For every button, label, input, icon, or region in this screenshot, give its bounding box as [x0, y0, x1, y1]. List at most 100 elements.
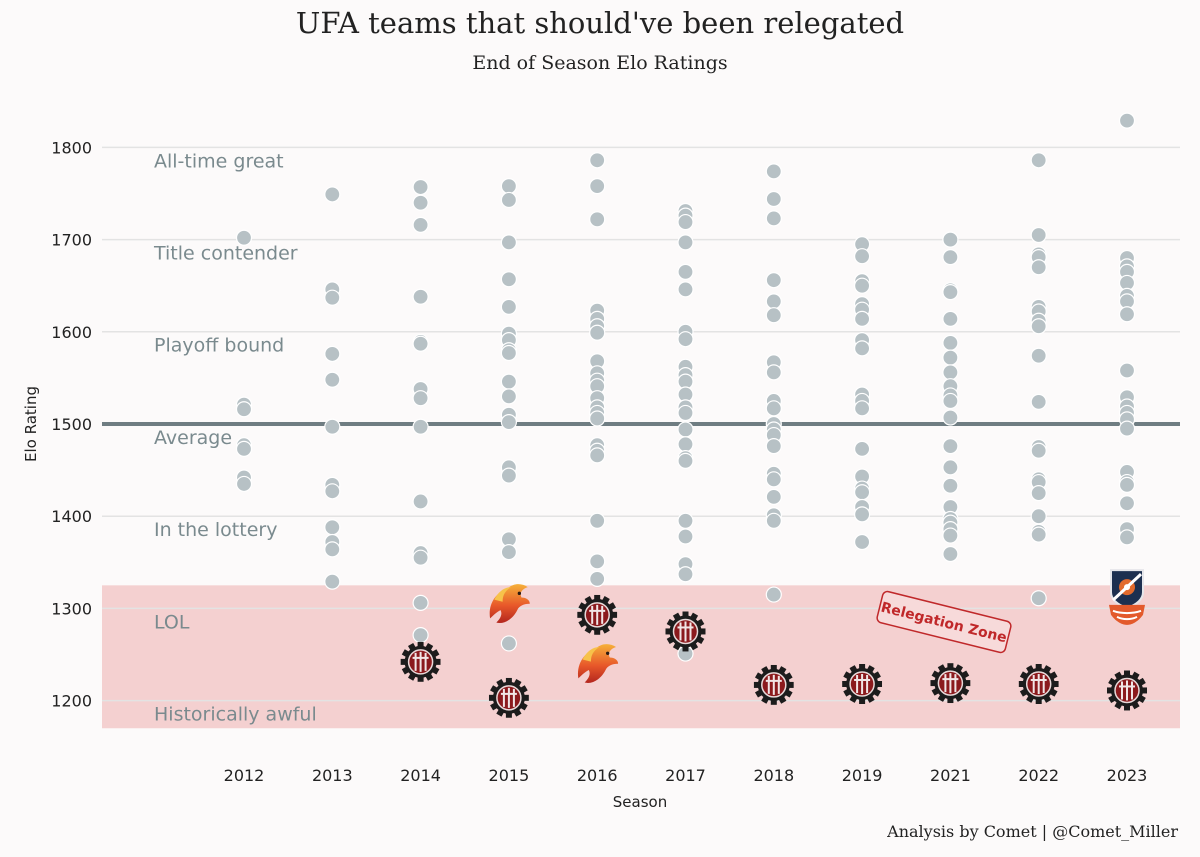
data-point: [677, 528, 694, 545]
data-point: [324, 371, 341, 388]
data-point: [324, 483, 341, 500]
data-point: [765, 293, 782, 310]
data-point: [235, 401, 253, 418]
data-point: [1118, 306, 1136, 323]
data-point: [677, 436, 694, 453]
data-point: [589, 152, 606, 169]
data-point: [500, 635, 517, 652]
data-point: [324, 289, 341, 306]
data-point: [853, 484, 871, 501]
data-point: [412, 178, 429, 196]
y-tick-label: 1500: [51, 415, 92, 434]
data-point: [589, 178, 606, 195]
tier-label: Title contender: [153, 243, 298, 265]
data-point: [1030, 508, 1047, 525]
data-point: [765, 210, 782, 227]
data-point: [765, 364, 782, 381]
data-point: [765, 512, 782, 529]
data-point: [853, 533, 871, 551]
x-axis-ticks: 2012 2013 2014 2015 2016 2017 2018 2019 2021 2022…: [224, 766, 1148, 785]
data-point: [412, 493, 429, 510]
data-point: [500, 414, 517, 431]
data-point: [677, 213, 694, 231]
data-point: [765, 272, 782, 289]
x-tick-label: 2019: [842, 766, 883, 785]
data-point: [853, 340, 871, 357]
data-point: [942, 364, 959, 381]
data-point: [412, 390, 429, 407]
data-point: [853, 277, 871, 294]
data-point: [853, 248, 871, 265]
data-point: [589, 553, 606, 570]
data-point: [765, 400, 782, 417]
data-point: [1118, 529, 1136, 546]
x-tick-label: 2012: [224, 766, 265, 785]
data-point: [853, 400, 871, 417]
x-tick-label: 2014: [400, 766, 441, 785]
data-point: [1030, 318, 1047, 335]
data-point: [500, 467, 517, 484]
data-point: [942, 310, 959, 327]
data-point: [1118, 476, 1136, 493]
tier-label: Playoff bound: [154, 335, 284, 357]
data-point: [1030, 485, 1047, 502]
data-point: [677, 512, 694, 529]
y-tick-label: 1700: [51, 231, 92, 250]
data-point: [500, 298, 517, 316]
y-axis-label: Elo Rating: [22, 386, 40, 462]
data-point: [412, 216, 429, 233]
data-point: [1118, 112, 1136, 129]
data-point: [942, 249, 959, 266]
y-tick-label: 1800: [51, 138, 92, 157]
y-axis-ticks: 1200 1300 1400 1500 1600 1700 1800: [51, 138, 92, 710]
data-point: [677, 452, 694, 469]
data-point: [942, 438, 959, 455]
data-point: [324, 186, 341, 203]
data-point: [235, 440, 253, 457]
data-point: [235, 475, 253, 493]
data-point: [324, 345, 341, 363]
data-point: [677, 566, 694, 583]
data-point: [500, 388, 517, 405]
data-point: [500, 191, 517, 209]
y-tick-label: 1400: [51, 507, 92, 526]
data-point: [942, 284, 959, 301]
data-point: [324, 573, 341, 590]
y-tick-label: 1200: [51, 692, 92, 711]
x-tick-label: 2023: [1107, 766, 1148, 785]
data-point: [1030, 259, 1047, 276]
data-point: [765, 438, 782, 455]
data-point: [942, 527, 959, 544]
data-point: [677, 281, 694, 298]
data-point: [500, 271, 517, 288]
data-point: [942, 477, 959, 494]
data-point: [324, 519, 341, 536]
data-point: [1118, 495, 1136, 512]
data-point: [1030, 590, 1047, 607]
data-point: [942, 545, 959, 563]
data-point: [942, 459, 959, 476]
x-tick-label: 2013: [312, 766, 353, 785]
tier-label: Historically awful: [154, 704, 317, 726]
data-point: [765, 163, 782, 180]
data-point: [1030, 152, 1047, 169]
data-point: [765, 586, 782, 603]
data-point: [589, 410, 606, 427]
data-point: [412, 335, 429, 352]
data-point: [412, 194, 429, 211]
data-point: [677, 404, 694, 422]
x-tick-label: 2018: [753, 766, 794, 785]
data-point: [765, 471, 782, 488]
relegation-zone-band: [102, 585, 1180, 729]
x-tick-label: 2016: [577, 766, 618, 785]
data-point: [1030, 226, 1047, 244]
data-point: [412, 418, 429, 435]
data-point: [1030, 526, 1047, 543]
data-point: [853, 310, 871, 327]
data-point: [412, 627, 429, 644]
data-point: [589, 447, 606, 464]
data-point: [942, 231, 959, 248]
data-point: [942, 409, 959, 426]
data-point: [677, 331, 694, 348]
